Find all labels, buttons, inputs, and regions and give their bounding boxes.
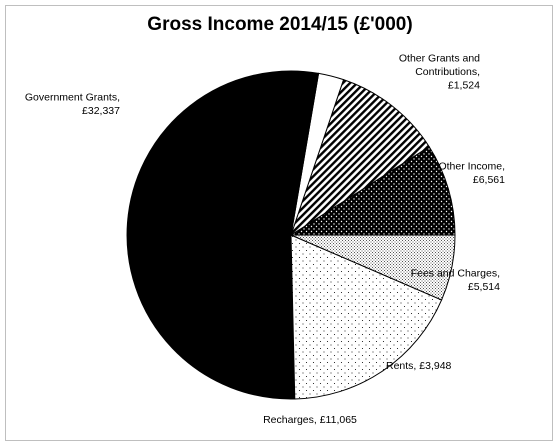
slice-label-4: Recharges, £11,065 bbox=[263, 414, 357, 426]
slice-label-5: Rents, £3,948 bbox=[386, 360, 452, 372]
pie-slice-4 bbox=[290, 234, 443, 400]
pie-slice-1 bbox=[290, 79, 430, 237]
pie-slice-5 bbox=[290, 234, 456, 301]
pie-slice-3 bbox=[126, 70, 320, 400]
slice-label-2: Other Grants and Contributions, £1,524 bbox=[399, 53, 480, 92]
chart-title: Gross Income 2014/15 (£'000) bbox=[147, 14, 413, 35]
slice-label-1: Other Income, £6,561 bbox=[438, 160, 505, 186]
slice-label-3: Government Grants, £32,337 bbox=[25, 91, 120, 117]
slice-label-0: Fees and Charges, £5,514 bbox=[411, 267, 500, 293]
pie-slice-0 bbox=[289, 146, 456, 236]
